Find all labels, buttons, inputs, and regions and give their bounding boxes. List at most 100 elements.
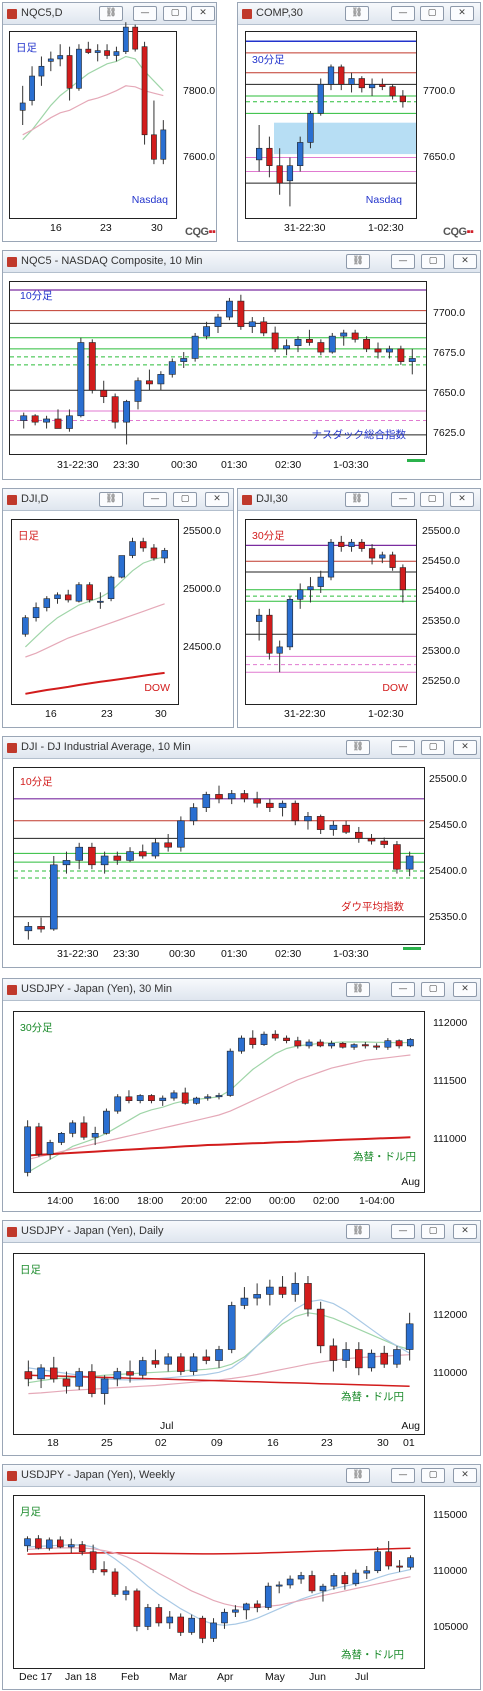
candle [43, 596, 51, 612]
titlebar[interactable]: COMP,30 ⛓ — ▢ ✕ [238, 3, 480, 25]
minimize-button[interactable]: — [391, 740, 415, 755]
titlebar[interactable]: USDJPY - Japan (Yen), Daily ⛓ — ▢ ✕ [3, 1221, 480, 1243]
titlebar[interactable]: NQC5,D ⛓ — ▢ ✕ [3, 3, 216, 25]
plot-area[interactable]: 日足 為替・ドル円 Jul Aug [13, 1253, 425, 1435]
candle [327, 539, 335, 581]
candle [189, 803, 198, 826]
chart-window-usdjpy-weekly[interactable]: USDJPY - Japan (Yen), Weekly ⛓ — ▢ ✕ 月足 … [2, 1464, 481, 1690]
candlestick-chart [10, 289, 426, 445]
minimize-button[interactable]: — [391, 492, 415, 507]
link-button[interactable]: ⛓ [346, 1224, 370, 1239]
titlebar[interactable]: DJI,30 ⛓ — ▢ ✕ [238, 489, 480, 511]
candle [107, 575, 115, 602]
close-button[interactable]: ✕ [205, 492, 229, 507]
maximize-button[interactable]: ▢ [421, 254, 445, 269]
minimize-button[interactable]: — [391, 254, 415, 269]
plot-area[interactable]: 日足 Nasdaq [9, 22, 177, 219]
highlight-band [274, 122, 416, 155]
plot-area[interactable]: 10分足 ダウ平均指数 [13, 767, 425, 945]
candle [278, 1276, 287, 1299]
chart-window-dji-30m[interactable]: DJI,30 ⛓ — ▢ ✕ 30分足 DOW 25500.0 25450.0 … [237, 488, 481, 728]
x-tick: 1-03:30 [333, 948, 369, 960]
link-button[interactable]: ⛓ [99, 492, 123, 507]
candle [49, 1356, 58, 1383]
plot-area[interactable]: 10分足 ナスダック総合指数 [9, 281, 427, 455]
candle [113, 1367, 122, 1387]
link-button[interactable]: ⛓ [345, 492, 369, 507]
x-tick: 1-04:00 [359, 1195, 395, 1207]
titlebar[interactable]: USDJPY - Japan (Yen), Weekly ⛓ — ▢ ✕ [3, 1465, 480, 1487]
close-button[interactable]: ✕ [450, 6, 474, 21]
candle [113, 46, 120, 62]
minimize-button[interactable]: — [391, 982, 415, 997]
chart-window-dji-10m[interactable]: DJI - DJ Industrial Average, 10 Min ⛓ — … [2, 736, 481, 968]
minimize-button[interactable]: — [143, 492, 167, 507]
close-button[interactable]: ✕ [453, 982, 477, 997]
candle [35, 1535, 42, 1550]
link-button[interactable]: ⛓ [99, 6, 123, 21]
y-tick: 24500.0 [183, 641, 221, 653]
y-tick: 25350.0 [429, 911, 467, 923]
close-button[interactable]: ✕ [453, 740, 477, 755]
link-button[interactable]: ⛓ [346, 1468, 370, 1483]
app-icon [7, 1471, 17, 1481]
plot-area[interactable]: 日足 DOW [11, 519, 179, 705]
month-note: Jul [160, 1420, 174, 1432]
maximize-button[interactable]: ▢ [420, 492, 444, 507]
close-button[interactable]: ✕ [191, 6, 215, 21]
titlebar[interactable]: DJI - DJ Industrial Average, 10 Min ⛓ — … [3, 737, 480, 759]
candle [260, 1031, 268, 1046]
minimize-button[interactable]: — [391, 1468, 415, 1483]
candle [199, 1615, 206, 1644]
y-tick: 105000 [433, 1621, 469, 1633]
x-tick: 23 [100, 222, 112, 234]
candle [256, 125, 263, 172]
x-tick: 00:00 [269, 1195, 296, 1207]
close-button[interactable]: ✕ [450, 492, 474, 507]
maximize-button[interactable]: ▢ [421, 740, 445, 755]
chart-window-nq-10m[interactable]: NQC5 - NASDAQ Composite, 10 Min ⛓ — ▢ ✕ … [2, 250, 481, 480]
candle [379, 78, 386, 91]
plot-area[interactable]: 30分足 Nasdaq [245, 31, 417, 219]
close-button[interactable]: ✕ [453, 1224, 477, 1239]
candle [294, 1036, 302, 1049]
link-button[interactable]: ⛓ [346, 740, 370, 755]
chart-window-usdjpy-30m[interactable]: USDJPY - Japan (Yen), 30 Min ⛓ — ▢ ✕ 30分… [2, 978, 481, 1212]
maximize-button[interactable]: ▢ [421, 982, 445, 997]
titlebar[interactable]: NQC5 - NASDAQ Composite, 10 Min ⛓ — ▢ ✕ [3, 251, 480, 273]
titlebar[interactable]: DJI,D ⛓ — ▢ ✕ [3, 489, 233, 511]
close-button[interactable]: ✕ [453, 254, 477, 269]
candle [85, 41, 92, 55]
candle [221, 1608, 228, 1629]
candlestick-chart [22, 537, 168, 695]
minimize-button[interactable]: — [133, 6, 157, 21]
market-label: Nasdaq [365, 194, 402, 206]
minimize-button[interactable]: — [391, 1224, 415, 1239]
plot-area[interactable]: 30分足 為替・ドル円 Aug [13, 1011, 425, 1193]
chart-window-comp-30m[interactable]: COMP,30 ⛓ — ▢ ✕ 30分足 Nasdaq 7700.0 7650.… [237, 2, 481, 242]
link-button[interactable]: ⛓ [345, 6, 369, 21]
candle [148, 1094, 155, 1104]
titlebar[interactable]: USDJPY - Japan (Yen), 30 Min ⛓ — ▢ ✕ [3, 979, 480, 1001]
candle [307, 577, 314, 603]
timeframe-label: 30分足 [20, 1022, 53, 1034]
maximize-button[interactable]: ▢ [173, 492, 197, 507]
candle [395, 1039, 403, 1049]
maximize-button[interactable]: ▢ [420, 6, 444, 21]
link-button[interactable]: ⛓ [346, 254, 370, 269]
chart-window-usdjpy-daily[interactable]: USDJPY - Japan (Yen), Daily ⛓ — ▢ ✕ 日足 為… [2, 1220, 481, 1456]
candle [304, 812, 312, 830]
candle [202, 791, 211, 812]
plot-area[interactable]: 月足 為替・ドル円 [13, 1495, 425, 1669]
link-button[interactable]: ⛓ [346, 982, 370, 997]
chart-window-dji-daily[interactable]: DJI,D ⛓ — ▢ ✕ 日足 DOW 25500.0 25000.0 245… [2, 488, 234, 728]
maximize-button[interactable]: ▢ [163, 6, 187, 21]
maximize-button[interactable]: ▢ [421, 1468, 445, 1483]
minimize-button[interactable]: — [391, 6, 415, 21]
maximize-button[interactable]: ▢ [421, 1224, 445, 1239]
candle [316, 1039, 324, 1048]
chart-window-nq-daily[interactable]: NQC5,D ⛓ — ▢ ✕ 日足 Nasdaq 7800.0 7600.0 1… [2, 2, 217, 242]
close-button[interactable]: ✕ [453, 1468, 477, 1483]
candle [399, 564, 406, 603]
plot-area[interactable]: 30分足 DOW [245, 519, 417, 705]
